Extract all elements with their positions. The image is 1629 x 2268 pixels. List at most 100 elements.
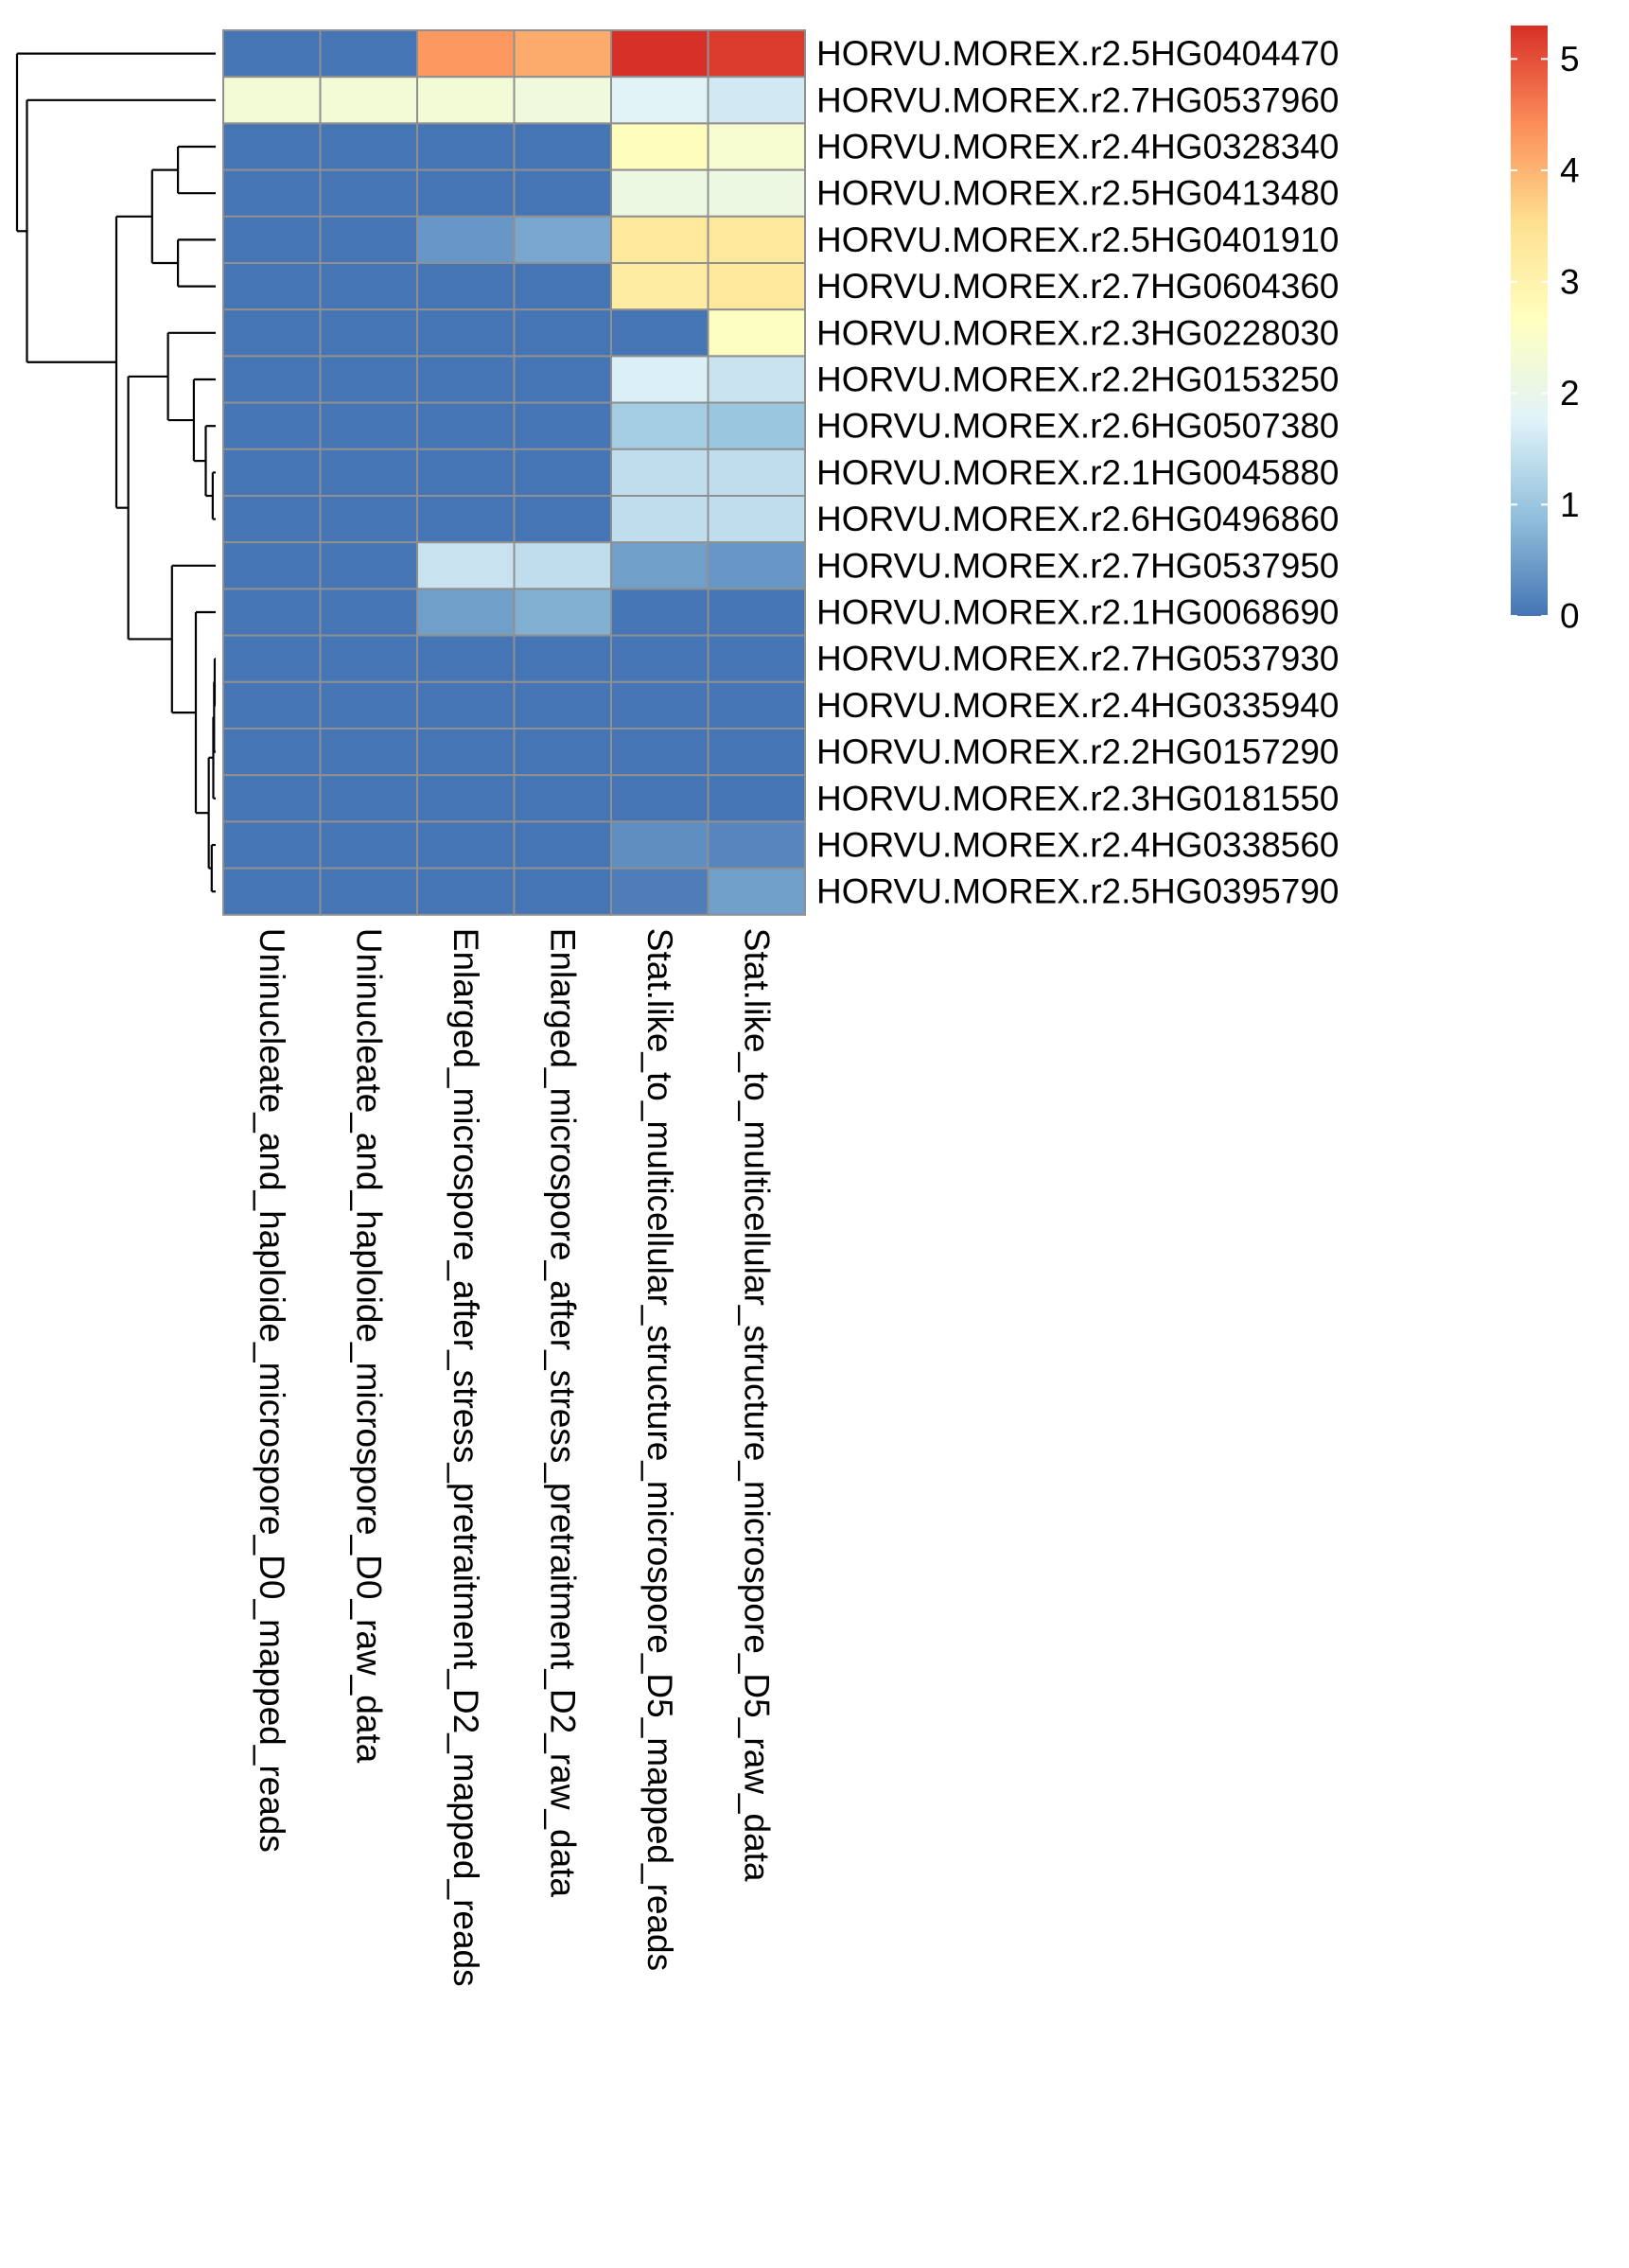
heatmap-cell — [319, 774, 418, 823]
heatmap-cell — [416, 76, 516, 125]
heatmap-cell — [513, 820, 612, 870]
legend-tick-label: 3 — [1560, 262, 1580, 301]
heatmap-cell — [707, 122, 806, 171]
heatmap-cell — [513, 308, 612, 358]
heatmap-cell — [222, 634, 322, 683]
heatmap-cell — [707, 728, 806, 777]
heatmap-cell — [707, 448, 806, 497]
heatmap-cell — [319, 29, 418, 79]
column-label: Enlarged_microspore_after_stress_pretrai… — [447, 928, 485, 1987]
legend-tick-label: 0 — [1560, 597, 1580, 636]
heatmap-cell — [707, 588, 806, 637]
row-label: HORVU.MOREX.r2.5HG0401910 — [816, 220, 1340, 259]
heatmap-cell — [416, 774, 516, 823]
heatmap-cell — [416, 355, 516, 404]
heatmap-cell — [416, 29, 516, 79]
heatmap-cell — [222, 29, 322, 79]
heatmap-cell — [707, 495, 806, 544]
row-label: HORVU.MOREX.r2.7HG0537950 — [816, 546, 1340, 585]
heatmap-cell — [513, 495, 612, 544]
heatmap-cell — [610, 680, 709, 730]
heatmap-cell — [513, 122, 612, 171]
heatmap-cell — [707, 168, 806, 218]
heatmap-cell — [707, 680, 806, 730]
row-label: HORVU.MOREX.r2.3HG0228030 — [816, 313, 1340, 352]
row-label: HORVU.MOREX.r2.4HG0338560 — [816, 826, 1340, 865]
heatmap-cell — [707, 820, 806, 870]
heatmap-cell — [707, 262, 806, 311]
heatmap-cell — [416, 122, 516, 171]
legend-tick-label: 1 — [1560, 485, 1580, 524]
heatmap-cell — [513, 401, 612, 450]
column-label: Stat.like_to_multicellular_structure_mic… — [737, 928, 776, 1882]
heatmap-cell — [513, 588, 612, 637]
heatmap-cell — [513, 448, 612, 497]
row-dendrogram — [15, 52, 217, 893]
heatmap-cell — [319, 541, 418, 590]
column-label: Uninucleate_and_haploide_microspore_D0_m… — [253, 928, 291, 1853]
heatmap-cell — [222, 820, 322, 870]
row-label: HORVU.MOREX.r2.5HG0395790 — [816, 872, 1340, 911]
heatmap-cell — [513, 29, 612, 79]
heatmap-cell — [319, 122, 418, 171]
heatmap-cell — [513, 541, 612, 590]
heatmap-cell — [222, 495, 322, 544]
heatmap-cell — [610, 495, 709, 544]
heatmap-cell — [513, 168, 612, 218]
heatmap-cell — [319, 867, 418, 916]
heatmap-cell — [222, 262, 322, 311]
heatmap-cell — [707, 401, 806, 450]
heatmap-cell — [513, 774, 612, 823]
heatmap-cell — [610, 728, 709, 777]
heatmap-cell — [707, 76, 806, 125]
heatmap-cell — [222, 215, 322, 265]
row-label: HORVU.MOREX.r2.7HG0537960 — [816, 80, 1340, 119]
row-label: HORVU.MOREX.r2.5HG0413480 — [816, 174, 1340, 213]
row-label: HORVU.MOREX.r2.2HG0153250 — [816, 360, 1340, 399]
heatmap-cell — [416, 634, 516, 683]
heatmap-cell — [416, 495, 516, 544]
heatmap-cell — [610, 448, 709, 497]
row-label: HORVU.MOREX.r2.3HG0181550 — [816, 779, 1340, 818]
legend-color-bar — [1511, 26, 1548, 616]
heatmap-cell — [319, 76, 418, 125]
heatmap-cell — [319, 215, 418, 265]
heatmap-cell — [610, 355, 709, 404]
row-label: HORVU.MOREX.r2.6HG0507380 — [816, 407, 1340, 446]
row-label: HORVU.MOREX.r2.7HG0537930 — [816, 640, 1340, 678]
heatmap-cell — [416, 262, 516, 311]
heatmap-cell — [319, 262, 418, 311]
heatmap-cell — [222, 448, 322, 497]
row-label: HORVU.MOREX.r2.6HG0496860 — [816, 500, 1340, 538]
heatmap-cell — [222, 680, 322, 730]
heatmap-cell — [610, 122, 709, 171]
heatmap-cell — [319, 820, 418, 870]
heatmap-cell — [416, 541, 516, 590]
row-label: HORVU.MOREX.r2.7HG0604360 — [816, 267, 1340, 306]
heatmap-cell — [222, 728, 322, 777]
heatmap-cell — [416, 820, 516, 870]
row-label: HORVU.MOREX.r2.1HG0068690 — [816, 593, 1340, 632]
heatmap-cell — [416, 215, 516, 265]
heatmap-cell — [319, 448, 418, 497]
legend-tick-label: 5 — [1560, 40, 1580, 79]
heatmap-cell — [319, 728, 418, 777]
heatmap-cell — [513, 262, 612, 311]
heatmap-cell — [416, 401, 516, 450]
heatmap-cell — [319, 588, 418, 637]
heatmap-cell — [319, 308, 418, 358]
heatmap-cell — [416, 308, 516, 358]
color-legend: 0 1 2 3 4 5 — [1511, 26, 1580, 636]
heatmap-cell — [319, 680, 418, 730]
heatmap-cell — [416, 448, 516, 497]
row-label: HORVU.MOREX.r2.2HG0157290 — [816, 732, 1340, 771]
heatmap-cell — [222, 308, 322, 358]
heatmap-cell — [707, 774, 806, 823]
heatmap-cell — [513, 634, 612, 683]
heatmap-cell — [610, 308, 709, 358]
legend-tick-label: 4 — [1560, 151, 1580, 190]
heatmap-cell — [707, 867, 806, 916]
legend-tick-label: 2 — [1560, 374, 1580, 413]
heatmap-cell — [319, 634, 418, 683]
